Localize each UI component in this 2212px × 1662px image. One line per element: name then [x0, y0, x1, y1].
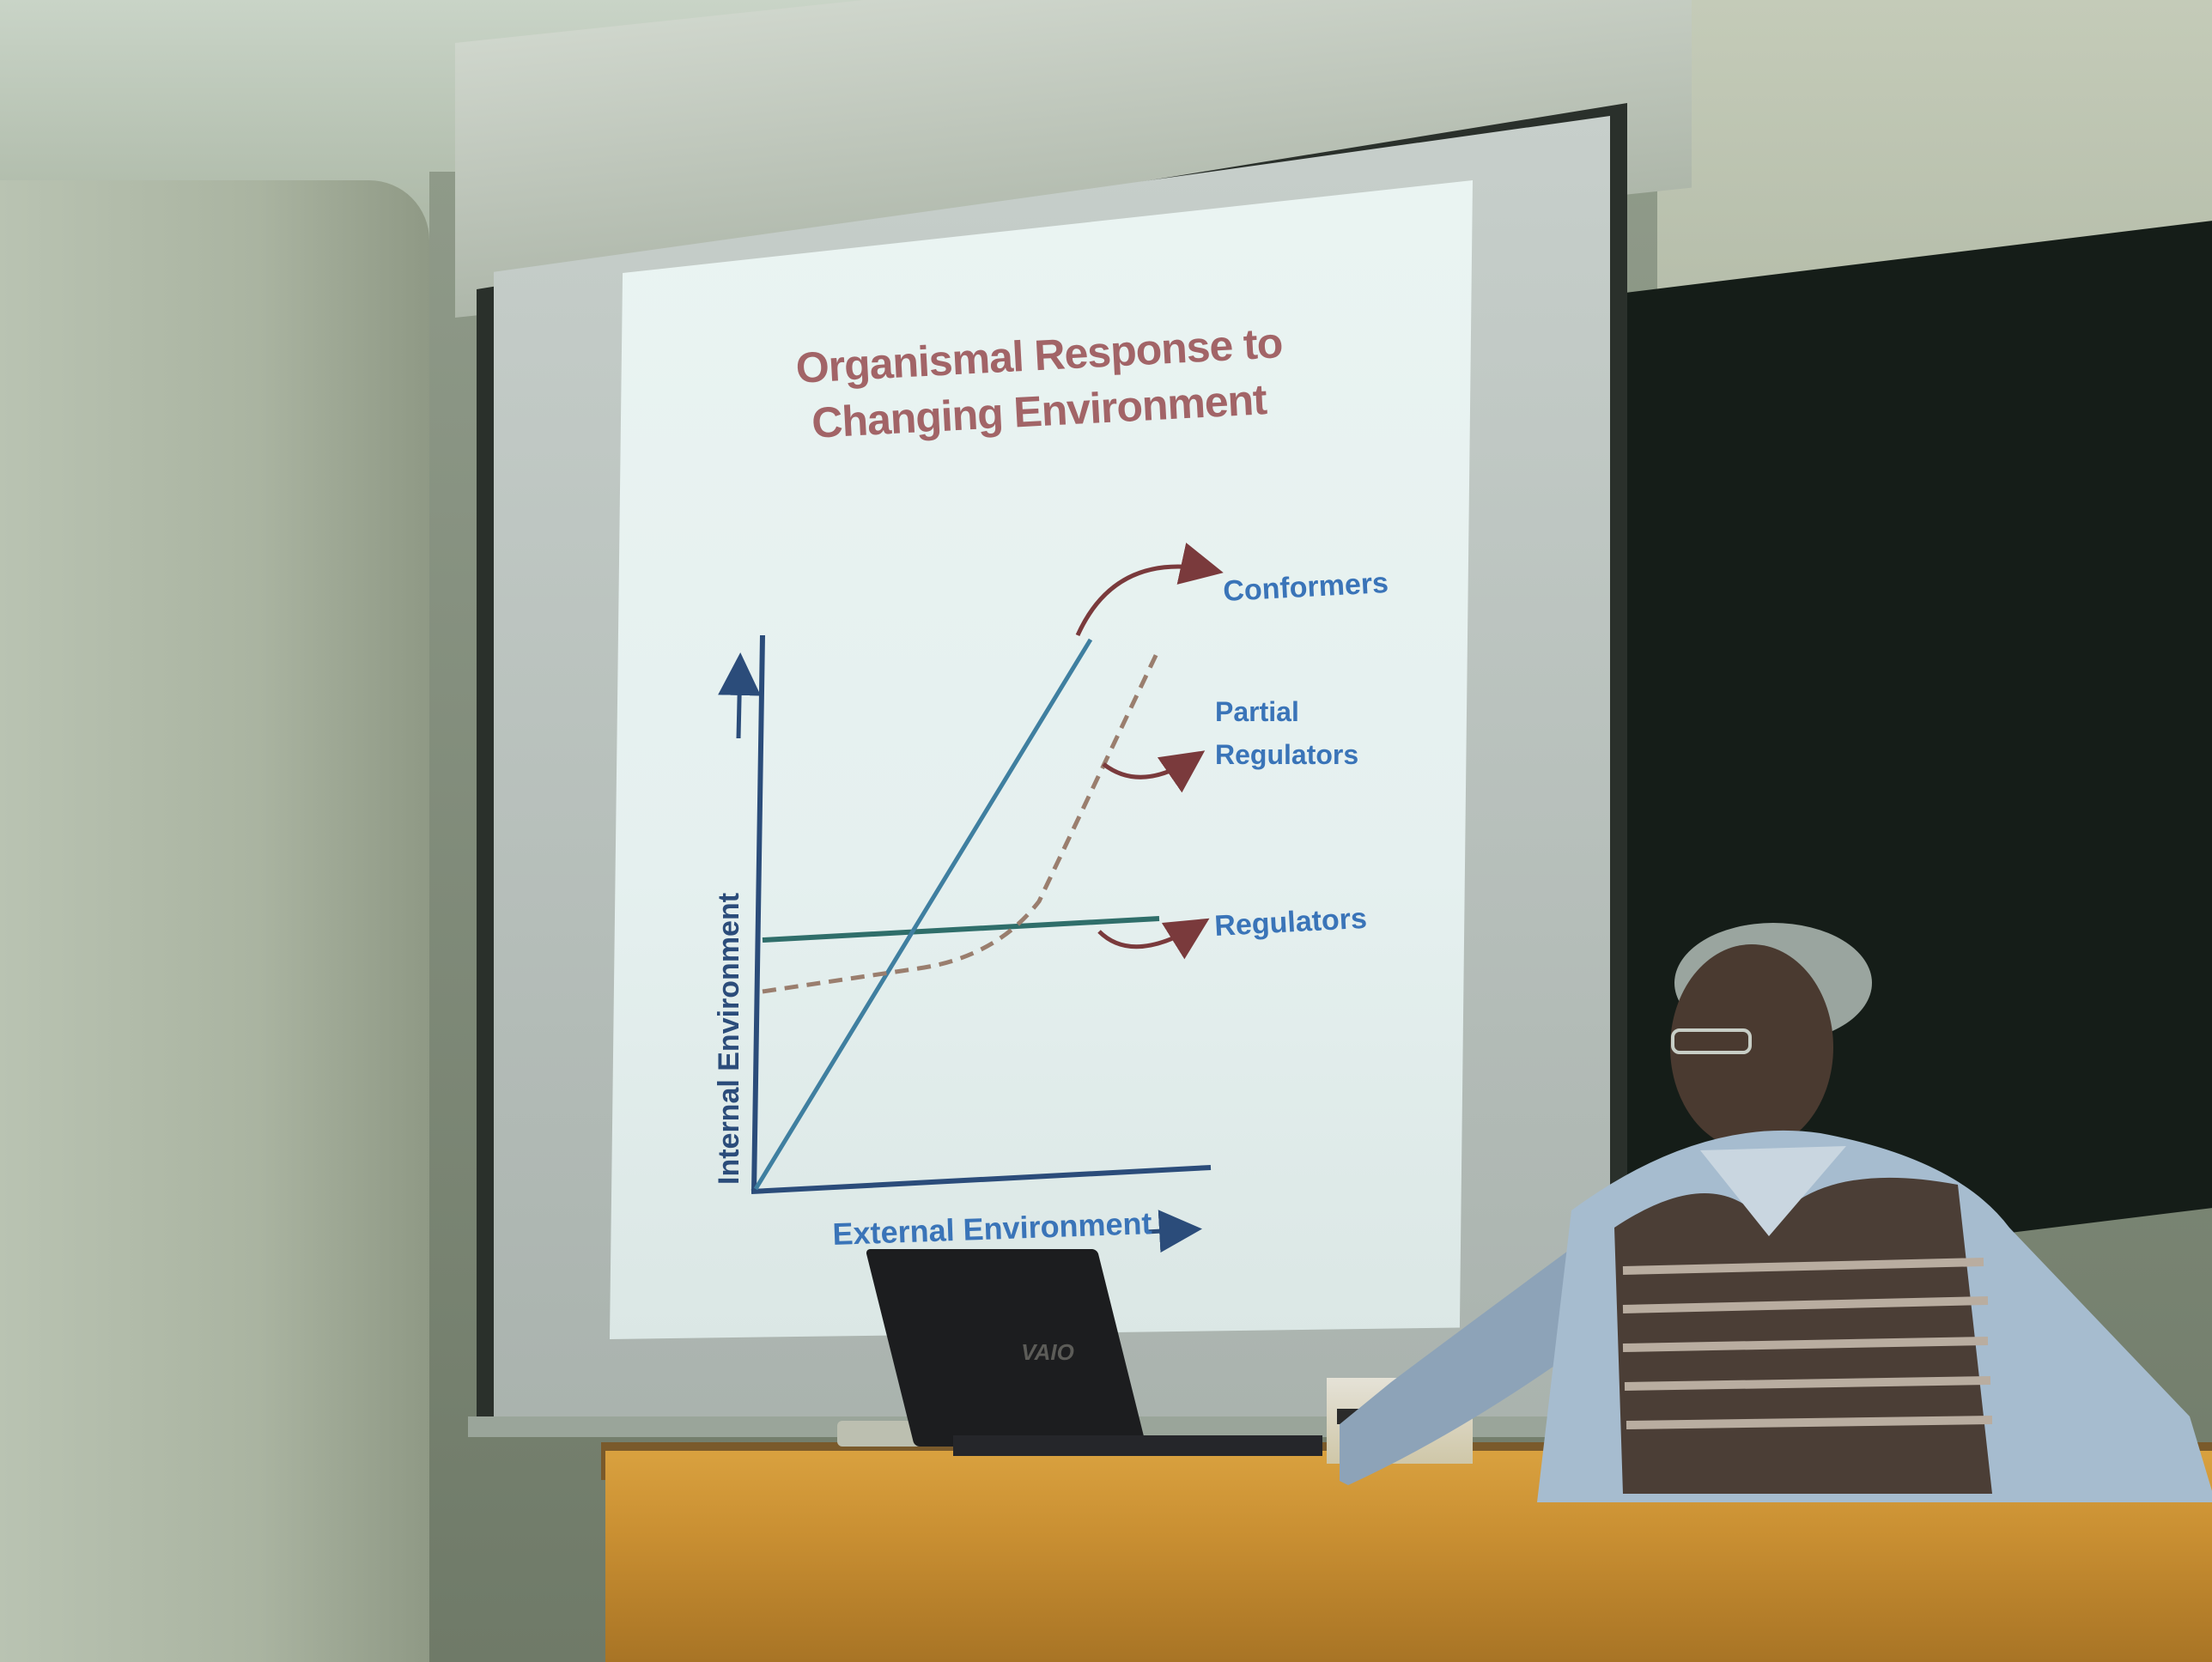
label-regulators: Regulators — [1213, 902, 1367, 943]
laptop-logo: VAIO — [1021, 1339, 1074, 1365]
conformers-arrow — [1075, 543, 1224, 637]
label-partial: Partial — [1215, 696, 1299, 727]
lecturer — [1340, 923, 2212, 1502]
lecturer-head — [1670, 944, 1833, 1150]
slide-content: Organismal Response to Changing Environm… — [610, 180, 1473, 1339]
label-regulators-2: Regulators — [1215, 739, 1358, 770]
response-chart: Conformers Partial Regulators Regulators… — [713, 543, 1389, 1253]
label-conformers: Conformers — [1222, 567, 1389, 608]
partial-regulators-line — [762, 646, 1162, 994]
regulators-arrow — [1097, 918, 1210, 960]
lecturer-vest — [1614, 1177, 1992, 1494]
lecturer-glasses — [1671, 1028, 1752, 1054]
y-axis-label: Internal Environment — [713, 893, 745, 1185]
y-axis-arrow — [718, 652, 762, 739]
x-axis-label: External Environment — [832, 1205, 1152, 1252]
vest-stripes — [1622, 1258, 1993, 1429]
left-wall — [0, 180, 429, 1662]
x-axis-arrow — [1146, 1210, 1202, 1253]
lecturer-collar — [1700, 1146, 1846, 1236]
projected-slide: Organismal Response to Changing Environm… — [610, 180, 1473, 1339]
conformers-line — [753, 638, 1093, 1191]
x-axis — [750, 1165, 1212, 1194]
y-axis — [751, 634, 765, 1194]
regulators-line — [762, 916, 1160, 943]
partial-regulators-arrow — [1102, 750, 1206, 793]
lecturer-arm — [1340, 1210, 1623, 1485]
laptop-base — [953, 1435, 1322, 1456]
